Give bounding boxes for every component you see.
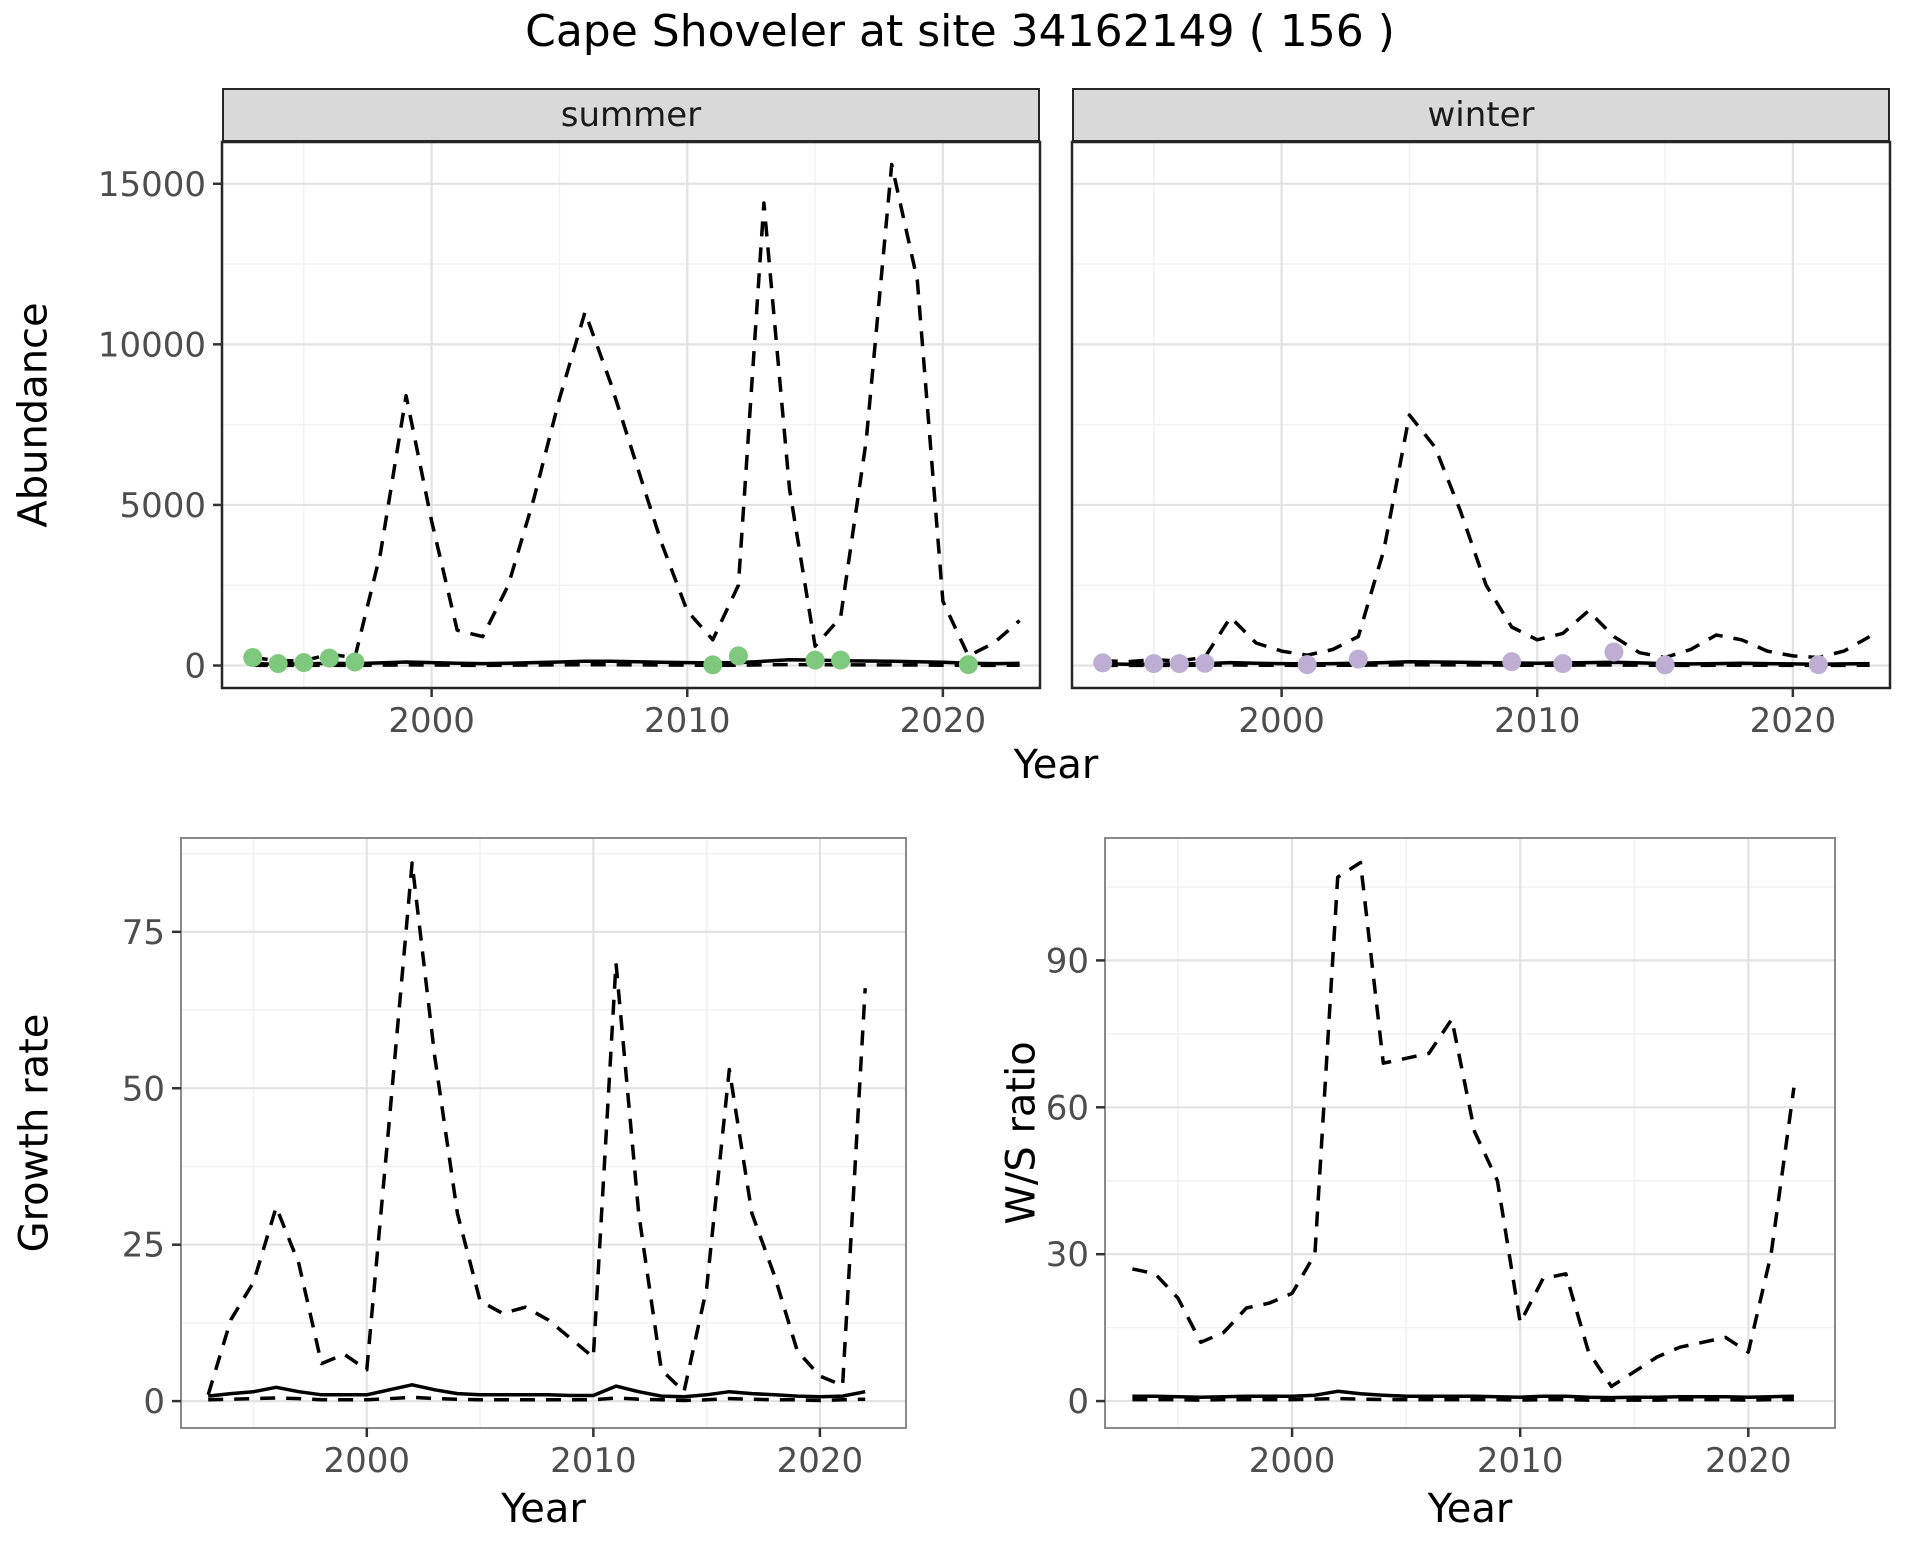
ws-ratio-x-tick-label: 2020: [1705, 1441, 1792, 1481]
panel-abundance-summer: 2000 2010 2020 0 5000 10000 15000: [98, 140, 1042, 741]
abundance-summer-observed-point: [703, 655, 723, 675]
ws-ratio-x-tick-label: 2010: [1477, 1441, 1564, 1481]
abundance-winter-observed-point: [1348, 649, 1368, 669]
ws-ratio-upper-ci-line: [1132, 860, 1796, 1389]
abundance-winter-observed-point: [1169, 654, 1189, 674]
abundance-winter-observed-point: [1195, 653, 1215, 673]
y-axis-label-abundance: Abundance: [11, 302, 57, 528]
abundance-summer-observed-point: [345, 652, 365, 672]
abundance-summer-y-tick-label: 5000: [119, 486, 206, 526]
ws-ratio-y-tick-label: 30: [1046, 1235, 1089, 1275]
abundance-winter-observed-point: [1297, 655, 1317, 675]
facet-strip-winter-label: winter: [1427, 95, 1535, 135]
abundance-winter-observed-point: [1604, 642, 1624, 662]
abundance-summer-observed-point: [294, 653, 314, 673]
abundance-winter-observed-point: [1144, 654, 1164, 674]
panel-growth-rate: 2000 2010 2020 0 25 50 75: [122, 837, 907, 1481]
ws-ratio-y-tick-label: 0: [1067, 1382, 1089, 1422]
abundance-summer-x-tick-label: 2010: [644, 701, 731, 741]
abundance-summer-observed-point: [958, 655, 978, 675]
abundance-summer-observed-point: [831, 650, 851, 670]
growth-rate-x-tick-label: 2000: [324, 1441, 411, 1481]
growth-rate-y-tick-label: 75: [122, 913, 165, 953]
x-axis-label-year-ws: Year: [1427, 1486, 1513, 1532]
abundance-winter-observed-point: [1655, 655, 1675, 675]
abundance-winter-fitted-line: [1102, 659, 1870, 666]
abundance-winter-x-tick-label: 2010: [1494, 701, 1581, 741]
abundance-summer-x-tick-label: 2000: [388, 701, 475, 741]
ws-ratio-lower-ci-line: [1132, 1396, 1794, 1402]
abundance-summer-y-tick-label: 15000: [98, 165, 206, 205]
abundance-summer-x-tick-label: 2020: [900, 701, 987, 741]
growth-rate-upper-ci-line: [206, 861, 867, 1396]
ws-ratio-x-tick-label: 2000: [1249, 1441, 1336, 1481]
growth-rate-x-tick-label: 2010: [550, 1441, 637, 1481]
growth-rate-y-tick-label: 0: [143, 1382, 165, 1422]
facet-strip-summer-label: summer: [560, 95, 702, 135]
abundance-winter-observed-point: [1553, 654, 1573, 674]
ws-ratio-fitted-line: [1132, 1389, 1794, 1400]
abundance-summer-observed-point: [728, 646, 748, 666]
abundance-summer-observed-point: [243, 648, 263, 667]
abundance-summer-observed-point: [268, 654, 288, 674]
abundance-winter-observed-point: [1093, 653, 1113, 673]
abundance-summer-upper-ci-line: [252, 162, 1021, 663]
abundance-winter-observed-point: [1502, 652, 1522, 672]
x-axis-label-year-growth: Year: [501, 1486, 586, 1532]
chart-title: Cape Shoveler at site 34162149 ( 156 ): [525, 6, 1395, 57]
abundance-summer-y-tick-label: 0: [184, 647, 206, 687]
growth-rate-lower-ci-line: [208, 1395, 866, 1403]
abundance-winter-observed-point: [1808, 655, 1828, 675]
growth-rate-y-tick-label: 50: [122, 1069, 165, 1109]
facet-strip-winter: winter: [1072, 88, 1890, 142]
abundance-winter-upper-ci-line: [1102, 413, 1871, 664]
ws-ratio-y-tick-label: 60: [1046, 1088, 1089, 1128]
growth-rate-y-tick-label: 25: [122, 1226, 165, 1266]
y-axis-label-ws-ratio: W/S ratio: [999, 1041, 1046, 1225]
abundance-summer-observed-point: [319, 648, 339, 668]
facet-strip-summer: summer: [222, 88, 1040, 142]
abundance-summer-observed-point: [805, 650, 825, 670]
abundance-winter-x-tick-label: 2000: [1238, 701, 1325, 741]
y-axis-label-growth-rate: Growth rate: [11, 1013, 57, 1253]
abundance-summer-y-tick-label: 10000: [98, 325, 206, 365]
panel-ws-ratio: 2000 2010 2020 0 30 60 90: [1046, 837, 1836, 1481]
ws-ratio-y-tick-label: 90: [1046, 941, 1089, 981]
abundance-summer-fitted-line: [252, 657, 1020, 666]
growth-rate-fitted-line: [208, 1383, 866, 1399]
panel-abundance-winter: 2000 2010 2020: [1070, 140, 1892, 741]
growth-rate-x-tick-label: 2020: [777, 1441, 864, 1481]
abundance-winter-x-tick-label: 2020: [1750, 701, 1837, 741]
x-axis-label-year-top: Year: [1013, 742, 1099, 788]
